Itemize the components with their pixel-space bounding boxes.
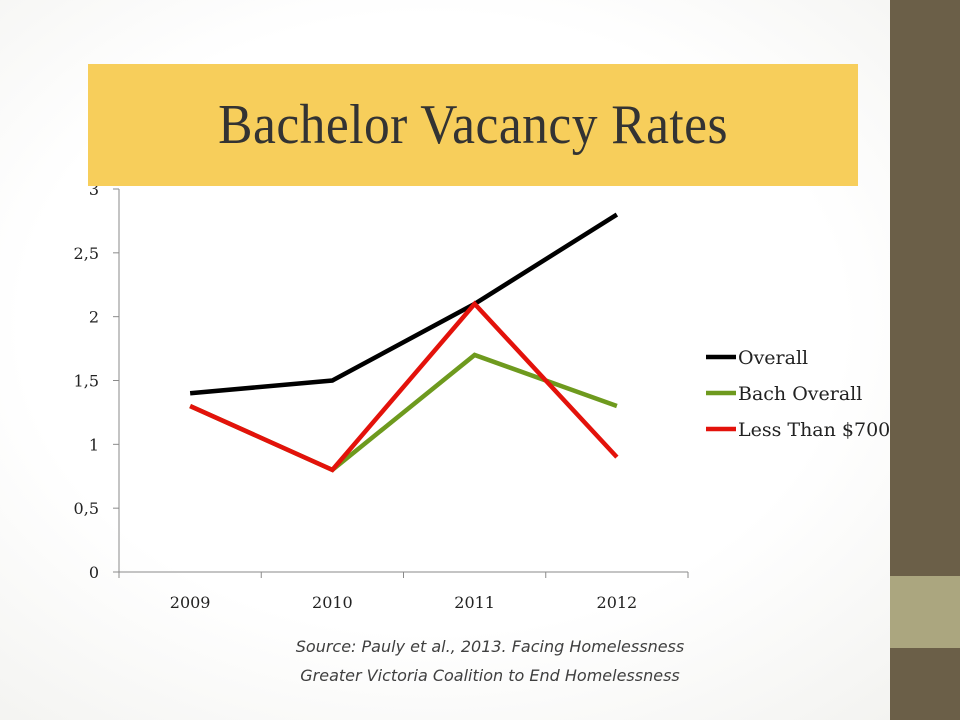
x-tick-label: 2010 [312, 593, 353, 612]
series-line-3 [189, 300, 619, 473]
y-tick-label: 1 [89, 435, 99, 454]
sidebar-accent-block [890, 576, 960, 648]
x-tick-label: 2011 [454, 593, 495, 612]
y-tick-label: 0,5 [74, 499, 99, 518]
x-tick-label: 2012 [597, 593, 638, 612]
legend-label: Overall [738, 347, 808, 369]
series-line-2 [189, 352, 618, 473]
chart-axes [118, 189, 688, 573]
chart-ticks: 0 0,5 1 1,5 2 2,5 3 2009 2010 2011 2012 [74, 180, 689, 612]
y-tick-label: 1,5 [74, 372, 99, 391]
chart-legend: Overall Bach Overall Less Than $700 [706, 347, 890, 441]
y-tick-label: 2 [89, 308, 99, 327]
title-banner: Bachelor Vacancy Rates [88, 64, 858, 186]
series-line-1 [189, 212, 619, 396]
y-tick-label: 3 [89, 180, 99, 199]
chart-series [189, 212, 619, 473]
y-tick-label: 2,5 [74, 244, 99, 263]
legend-label: Bach Overall [738, 383, 862, 405]
x-tick-label: 2009 [170, 593, 211, 612]
legend-label: Less Than $700 [738, 419, 890, 441]
source-citation-line-1: Source: Pauly et al., 2013. Facing Homel… [295, 637, 685, 656]
y-tick-label: 0 [89, 563, 99, 582]
source-citation-line-2: Greater Victoria Coalition to End Homele… [300, 666, 680, 685]
slide-title: Bachelor Vacancy Rates [218, 94, 728, 156]
